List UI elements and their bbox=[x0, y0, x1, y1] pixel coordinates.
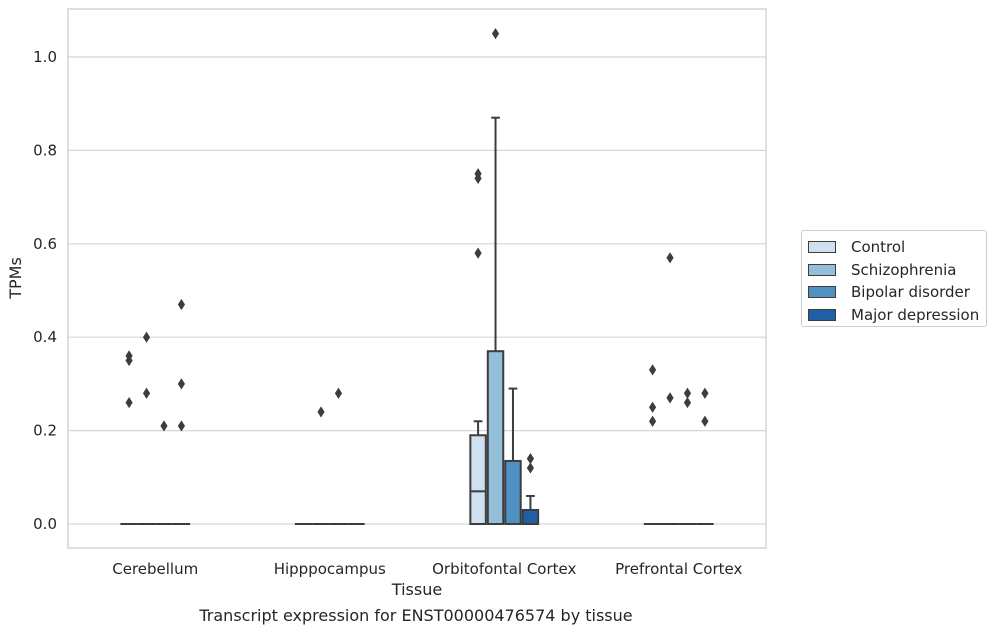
legend-item: Bipolar disorder bbox=[808, 281, 986, 304]
outlier-point bbox=[526, 453, 535, 465]
outlier-point bbox=[648, 401, 657, 413]
plot-area-frame bbox=[67, 8, 767, 549]
x-tick-labels: Cerebellum Hipppocampus Orbitofontal Corte… bbox=[112, 560, 742, 578]
box-body bbox=[469, 434, 487, 525]
legend-swatch bbox=[808, 263, 836, 276]
y-axis-label: TPMs bbox=[6, 257, 25, 300]
box-3-0 bbox=[172, 298, 191, 526]
outlier-point bbox=[648, 415, 657, 427]
outlier-point bbox=[125, 354, 133, 367]
legend-label: Major depression bbox=[851, 305, 980, 324]
y-tick-label: 0.2 bbox=[33, 422, 57, 440]
outlier-point bbox=[177, 298, 186, 311]
legend-item: Schizophrenia bbox=[808, 259, 986, 282]
outlier-point bbox=[177, 378, 186, 390]
box-2-2 bbox=[504, 387, 522, 525]
outlier-point bbox=[142, 331, 151, 343]
outlier-point bbox=[701, 387, 709, 399]
box-0-2 bbox=[469, 168, 487, 525]
outlier-point bbox=[474, 172, 482, 185]
outlier-point bbox=[474, 247, 482, 259]
boxes bbox=[120, 28, 714, 526]
outlier-point bbox=[491, 28, 500, 40]
legend-label: Schizophrenia bbox=[851, 260, 957, 279]
y-tick-label: 0.6 bbox=[33, 235, 57, 253]
legend-item: Control bbox=[808, 236, 986, 259]
box-2-0 bbox=[155, 420, 173, 526]
y-tick-label: 1.0 bbox=[33, 48, 57, 66]
outlier-point bbox=[666, 252, 674, 264]
box-3-2 bbox=[521, 453, 540, 525]
outlier-point bbox=[125, 396, 133, 409]
box-1-2 bbox=[486, 28, 505, 525]
x-tick-label: Cerebellum bbox=[112, 560, 198, 578]
legend-label: Control bbox=[851, 238, 906, 257]
y-tick-labels: 0.0 0.2 0.4 0.6 0.8 1.0 bbox=[33, 48, 57, 533]
box-1-0 bbox=[137, 331, 156, 526]
y-tick-label: 0.8 bbox=[33, 141, 57, 159]
legend-swatch bbox=[808, 308, 836, 321]
box-2-3 bbox=[678, 387, 697, 526]
outlier-point bbox=[701, 415, 709, 427]
y-tick-label: 0.4 bbox=[33, 328, 57, 346]
outlier-point bbox=[683, 387, 692, 399]
x-tick-label: Hipppocampus bbox=[274, 560, 386, 578]
outlier-point bbox=[526, 462, 535, 474]
box-3-3 bbox=[696, 387, 714, 526]
box-body bbox=[486, 350, 505, 525]
outlier-point bbox=[666, 392, 674, 404]
box-body bbox=[521, 508, 540, 525]
outlier-point bbox=[317, 406, 325, 418]
grid-lines bbox=[68, 56, 766, 525]
box-2-1 bbox=[329, 387, 348, 526]
legend-label: Bipolar disorder bbox=[851, 283, 970, 302]
outlier-point bbox=[142, 387, 151, 399]
chart-caption: Transcript expression for ENST0000047657… bbox=[199, 606, 633, 625]
legend-swatch bbox=[808, 286, 836, 299]
legend: Control Schizophrenia Bipolar disorder Majo… bbox=[801, 230, 987, 327]
x-axis-label: Tissue bbox=[391, 580, 442, 599]
outlier-point bbox=[334, 387, 343, 399]
outlier-point bbox=[648, 364, 657, 376]
box-body bbox=[504, 459, 522, 525]
legend-swatch bbox=[808, 241, 836, 254]
x-tick-label: Prefrontal Cortex bbox=[615, 560, 742, 578]
outlier-point bbox=[160, 420, 168, 432]
box-1-3 bbox=[661, 252, 679, 526]
box-1-1 bbox=[312, 406, 330, 526]
x-tick-label: Orbitofontal Cortex bbox=[432, 560, 576, 578]
outlier-point bbox=[683, 396, 692, 409]
box-0-0 bbox=[120, 350, 138, 526]
y-tick-label: 0.0 bbox=[33, 515, 57, 533]
box-0-3 bbox=[643, 364, 662, 526]
outlier-point bbox=[177, 420, 186, 432]
legend-item: Major depression bbox=[808, 304, 986, 327]
